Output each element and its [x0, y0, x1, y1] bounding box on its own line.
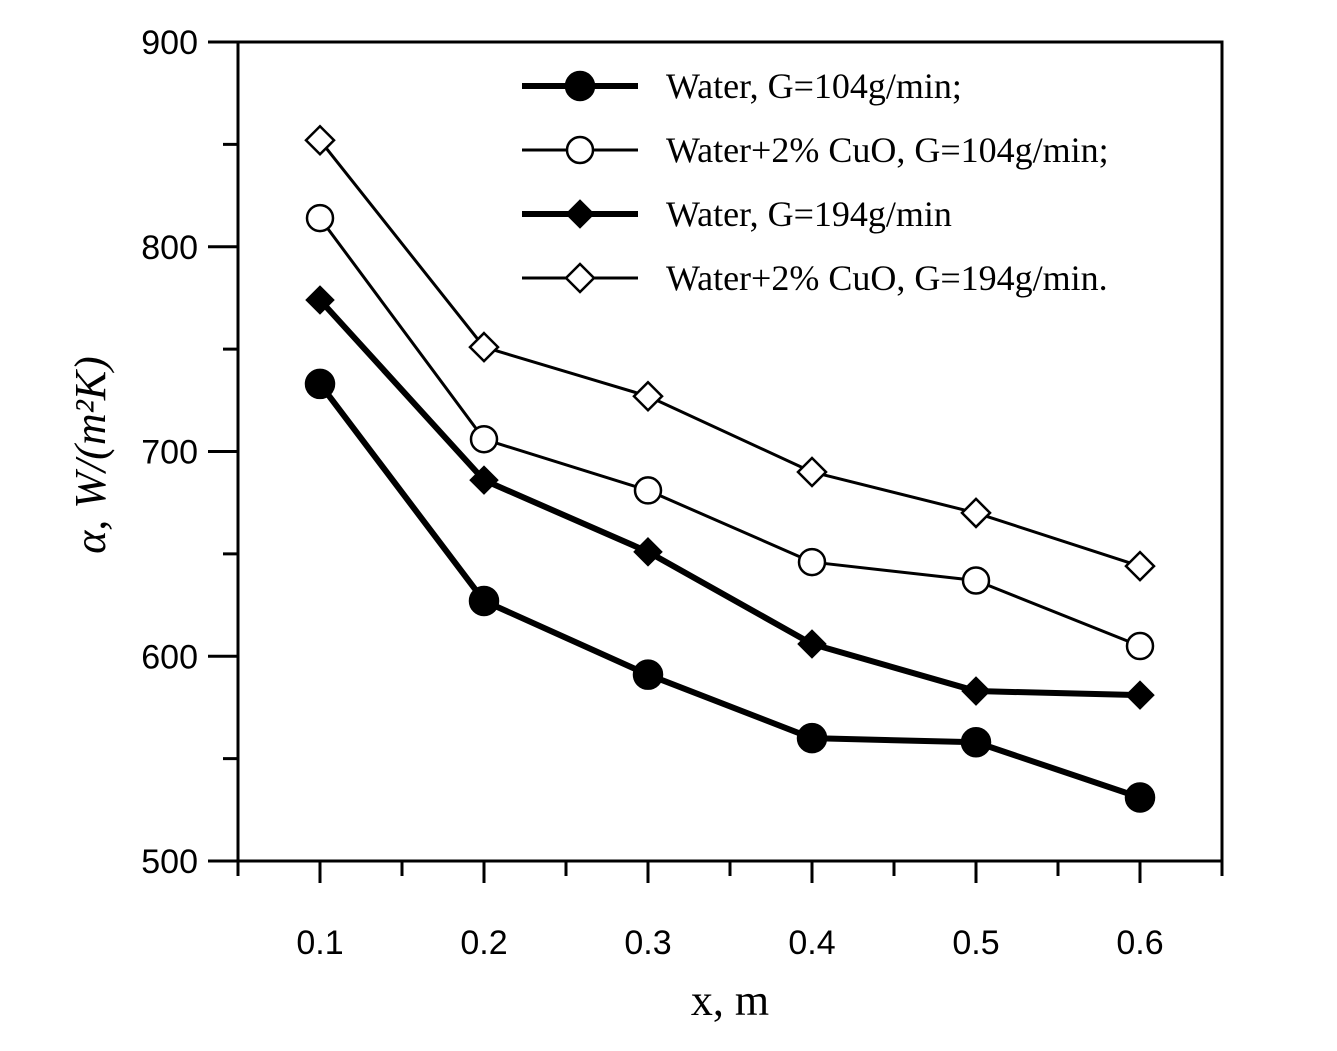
data-point: [633, 476, 663, 505]
x-axis-label: x, m: [691, 976, 769, 1025]
series: [318, 217, 1141, 648]
data-point: [960, 726, 992, 758]
series-line: [317, 297, 1141, 699]
data-point: [960, 497, 992, 529]
data-point: [796, 722, 828, 754]
legend-marker: [565, 135, 595, 165]
data-point: [632, 380, 664, 412]
data-point: [632, 659, 664, 690]
series-line: [318, 139, 1141, 568]
data-point: [1125, 680, 1155, 710]
legend-marker: [565, 199, 595, 229]
data-point: [961, 566, 991, 595]
data-point: [1124, 782, 1156, 813]
y-tick-label: 500: [141, 843, 198, 881]
data-point: [469, 465, 499, 495]
data-point: [797, 547, 827, 577]
x-tick-label: 0.5: [952, 924, 999, 962]
y-tick-label: 800: [141, 229, 198, 267]
x-tick-label: 0.6: [1116, 924, 1163, 962]
series-line: [318, 217, 1141, 648]
x-tick-label: 0.1: [296, 924, 343, 962]
series-line: [317, 382, 1141, 801]
series: [317, 297, 1141, 699]
data-point: [468, 331, 500, 363]
data-point: [796, 456, 828, 488]
data-point: [305, 285, 335, 315]
data-point: [961, 676, 991, 706]
legend-marker: [564, 70, 596, 102]
data-point: [1125, 631, 1155, 661]
legend-label: Water+2% CuO, G=194g/min.: [666, 258, 1108, 298]
x-tick-label: 0.4: [788, 924, 835, 962]
data-point: [305, 203, 335, 233]
y-axis-label: α, W/(m²K): [66, 356, 115, 554]
y-tick-label: 700: [141, 434, 198, 472]
data-point: [633, 537, 663, 567]
data-point: [468, 585, 500, 617]
y-tick-label: 900: [141, 24, 198, 62]
x-tick-label: 0.3: [624, 924, 671, 962]
legend-marker: [564, 262, 596, 294]
data-point: [1124, 550, 1156, 582]
data-point: [304, 124, 336, 157]
legend-label: Water, G=194g/min: [666, 194, 952, 234]
data-point: [469, 424, 499, 454]
series: [317, 382, 1141, 801]
data-point: [304, 368, 336, 400]
legend-label: Water, G=104g/min;: [666, 66, 962, 106]
series: [318, 139, 1141, 568]
y-tick-label: 600: [141, 638, 198, 676]
data-point: [797, 629, 827, 659]
x-tick-label: 0.2: [460, 924, 507, 962]
legend-label: Water+2% CuO, G=104g/min;: [666, 130, 1109, 170]
